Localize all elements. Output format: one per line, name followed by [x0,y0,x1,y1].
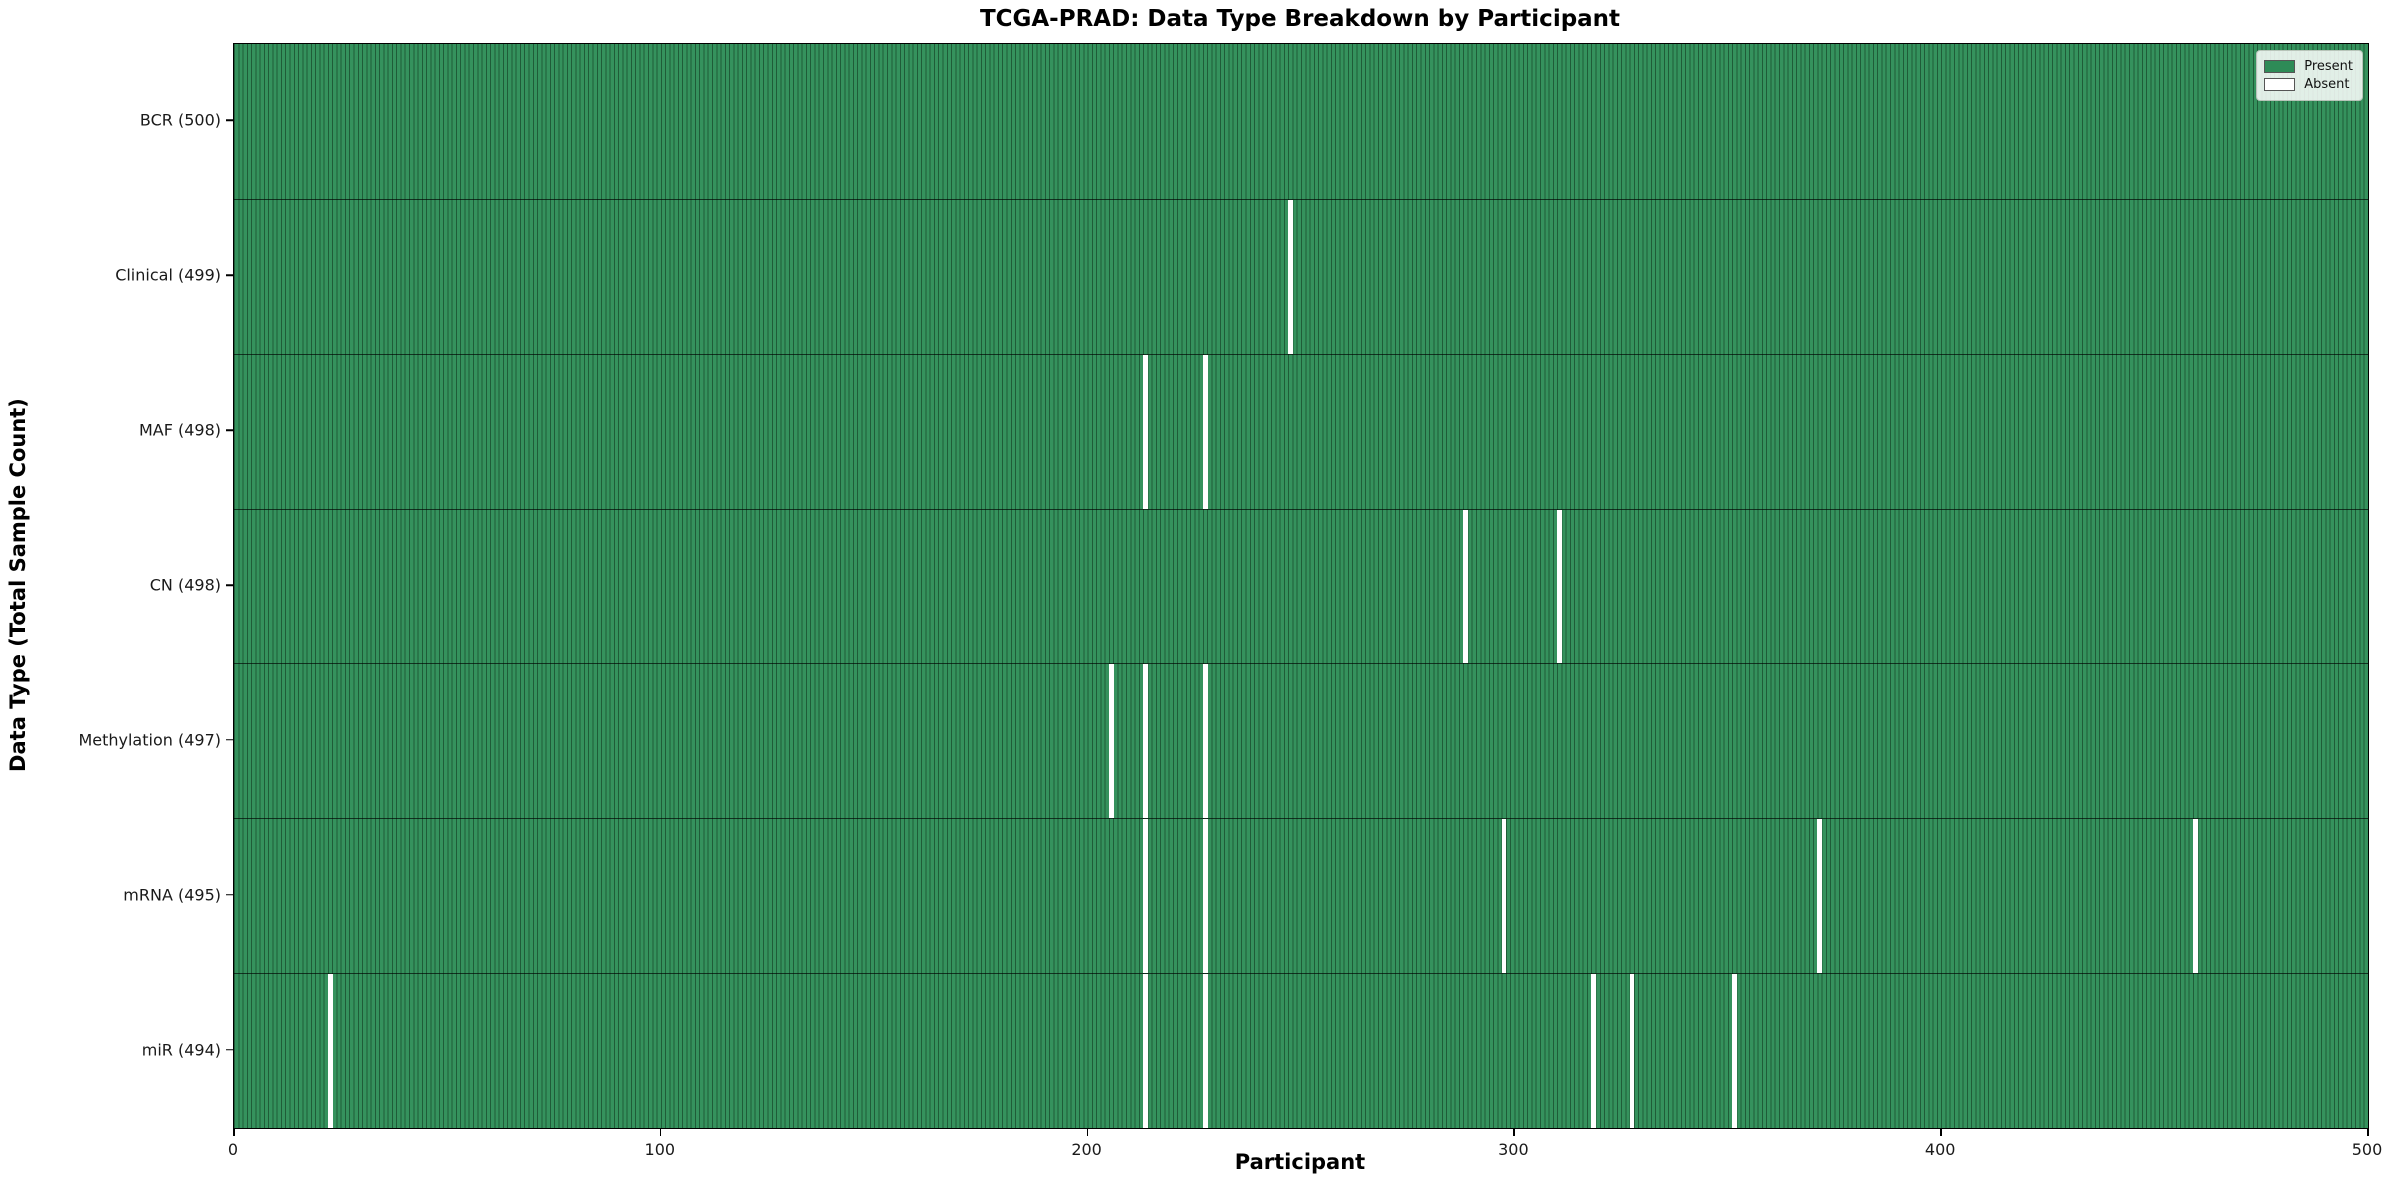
chart-title: TCGA-PRAD: Data Type Breakdown by Partic… [979,6,1621,32]
absent-gap [1501,819,1507,974]
x-tick-mark [659,1128,662,1136]
absent-gap [1143,819,1148,974]
y-tick-label: Methylation (497) [78,730,221,750]
legend-label: Present [2304,59,2353,74]
legend-swatch-absent [2264,78,2296,91]
x-tick-mark [1940,1128,1942,1136]
y-tick-label: mRNA (495) [123,885,221,905]
absent-gap [1463,509,1469,664]
y-tick-mark [226,739,234,741]
heatmap-row-mrna [234,818,2368,974]
absent-gap [1108,664,1114,819]
x-axis-label: Participant [1234,1150,1366,1174]
y-tick-label: Clinical (499) [115,265,221,285]
legend-label: Absent [2304,77,2350,92]
x-tick-mark [2367,1128,2369,1136]
absent-gap [1629,974,1635,1128]
y-tick-label: MAF (498) [138,420,221,440]
absent-gap [1143,664,1148,819]
y-tick-mark [226,429,234,431]
heatmap-row-clinical [234,198,2368,354]
x-tick-mark [1086,1128,1089,1136]
absent-gap [327,974,333,1128]
absent-gap [1202,664,1208,819]
absent-gap [1202,354,1208,509]
x-tick-label: 200 [1071,1140,1102,1159]
y-tick-label: CN (498) [149,575,221,595]
absent-gap [1591,974,1597,1128]
y-tick-mark [226,893,234,896]
legend-swatch-present [2264,60,2296,73]
legend: Present Absent [2256,50,2363,101]
x-tick-label: 0 [227,1140,239,1159]
absent-gap [1288,199,1294,354]
heatmap-row-cn [234,508,2368,664]
legend-entry-present: Present [2264,59,2353,74]
x-tick-label: 300 [1498,1140,1529,1159]
plot-area: Present Absent [233,43,2369,1129]
absent-gap [1202,974,1208,1128]
absent-gap [1557,509,1562,664]
absent-gap [1732,974,1737,1128]
x-tick-mark [233,1128,235,1136]
y-tick-label: miR (494) [141,1040,221,1060]
x-tick-label: 100 [644,1140,676,1159]
absent-gap [1143,354,1148,509]
absent-gap [1202,819,1208,974]
heatmap-row-methylation [234,663,2368,819]
y-tick-mark [226,584,234,586]
x-tick-mark [1513,1128,1515,1136]
x-tick-label: 500 [2351,1140,2383,1159]
heatmap-row-bcr [234,44,2368,199]
y-tick-mark [226,274,234,277]
y-tick-label: BCR (500) [139,110,221,130]
x-tick-label: 400 [1924,1140,1956,1159]
absent-gap [1143,974,1148,1128]
y-tick-mark [226,119,234,122]
absent-gap [1817,819,1823,974]
absent-gap [2193,819,2198,974]
heatmap-row-maf [234,353,2368,509]
heatmap-row-mir [234,973,2368,1128]
y-tick-mark [226,1048,234,1051]
legend-entry-absent: Absent [2264,77,2353,92]
